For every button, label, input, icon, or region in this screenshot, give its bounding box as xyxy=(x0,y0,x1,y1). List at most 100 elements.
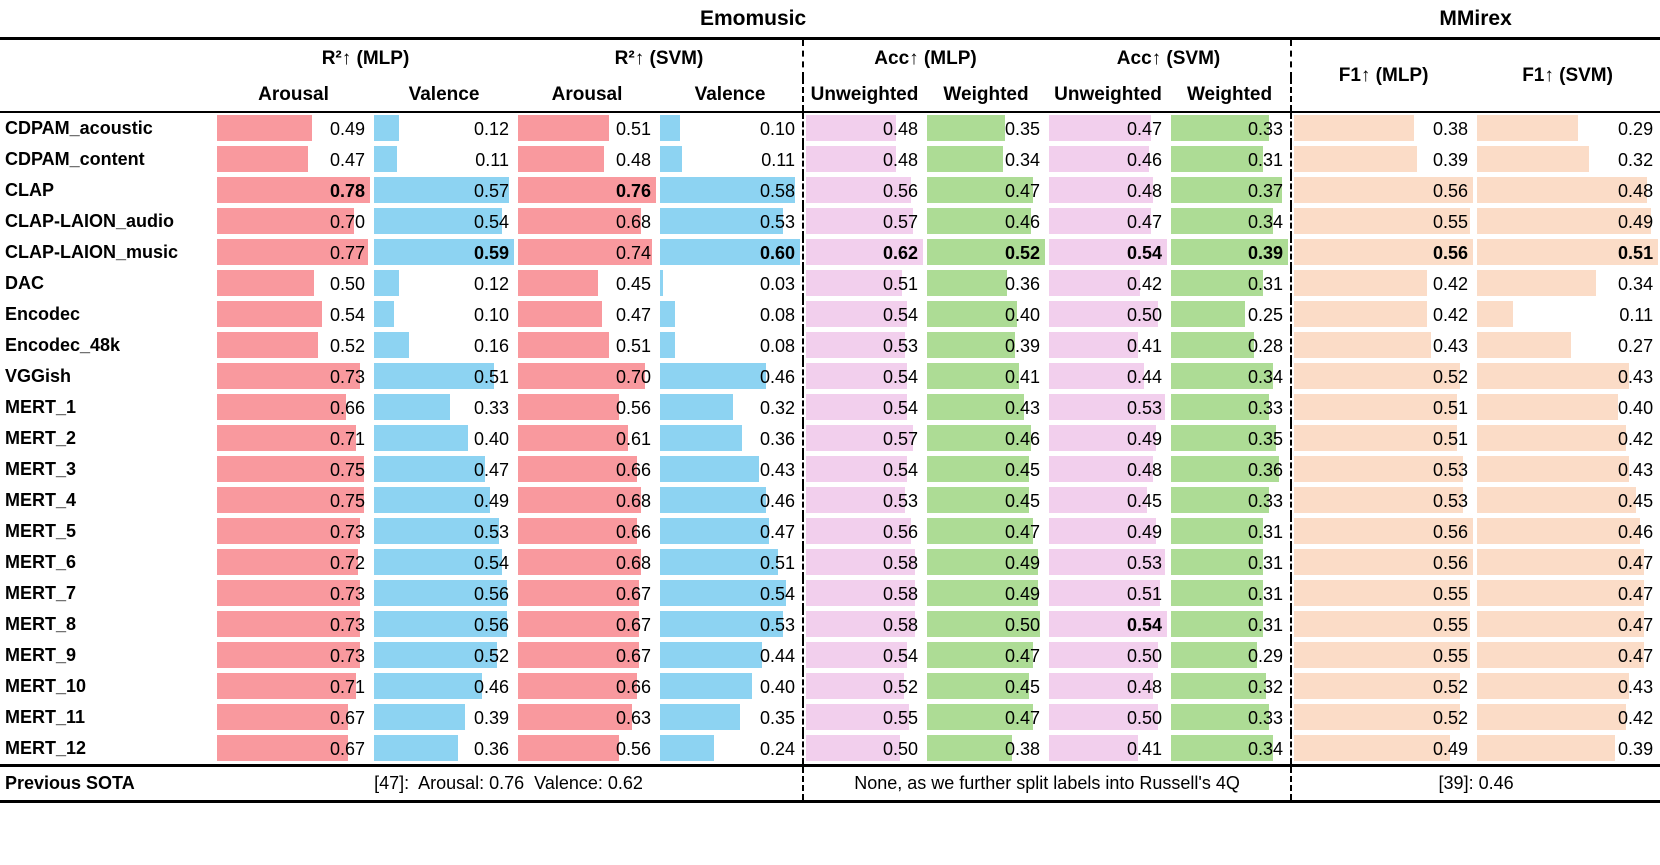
table-row: MERT_10 0.71 0.46 0.66 0.40 0.52 0.45 0.48 0.32 0… xyxy=(0,671,1660,702)
metric-value: 0.36 xyxy=(1248,459,1284,480)
value-cell-r2_svm_valence: 0.43 xyxy=(658,454,803,485)
metric-value: 0.73 xyxy=(329,366,365,387)
data-bar xyxy=(660,270,664,296)
value-cell-r2_svm_valence: 0.10 xyxy=(658,112,803,144)
data-bar xyxy=(806,735,900,761)
value-cell-f1_svm: 0.45 xyxy=(1475,485,1660,516)
value-cell-acc_mlp_weighted: 0.47 xyxy=(925,175,1047,206)
metric-value: 0.52 xyxy=(1433,366,1469,387)
data-bar xyxy=(217,270,314,296)
value-cell-r2_svm_valence: 0.08 xyxy=(658,299,803,330)
value-cell-r2_svm_arousal: 0.67 xyxy=(516,609,658,640)
value-cell-r2_svm_valence: 0.51 xyxy=(658,547,803,578)
value-cell-f1_svm: 0.47 xyxy=(1475,578,1660,609)
data-bar xyxy=(217,301,322,327)
group-header-acc-svm: Acc↑ (SVM) xyxy=(1116,48,1221,69)
value-cell-acc_svm_weighted: 0.28 xyxy=(1169,330,1291,361)
value-cell-f1_mlp: 0.53 xyxy=(1290,454,1476,485)
value-cell-r2_svm_arousal: 0.76 xyxy=(516,175,658,206)
metric-value: 0.47 xyxy=(1618,614,1654,635)
metric-value: 0.52 xyxy=(329,335,365,356)
metric-value: 0.35 xyxy=(759,707,795,728)
value-cell-f1_mlp: 0.43 xyxy=(1290,330,1476,361)
metric-value: 0.50 xyxy=(1004,614,1040,635)
metric-value: 0.56 xyxy=(473,614,509,635)
value-cell-r2_mlp_arousal: 0.67 xyxy=(215,733,372,766)
data-bar xyxy=(1477,301,1514,327)
data-bar xyxy=(806,518,912,544)
data-bar xyxy=(806,425,914,451)
data-bar xyxy=(1049,394,1165,420)
data-bar xyxy=(1294,425,1457,451)
table-row: Encodec_48k 0.52 0.16 0.51 0.08 0.53 0.39 0.41 0… xyxy=(0,330,1660,361)
table-row: MERT_11 0.67 0.39 0.63 0.35 0.55 0.47 0.50 0.33 0… xyxy=(0,702,1660,733)
data-bar xyxy=(1171,425,1276,451)
metric-value: 0.42 xyxy=(1433,304,1469,325)
value-cell-acc_svm_weighted: 0.34 xyxy=(1169,361,1291,392)
metric-value: 0.33 xyxy=(1248,490,1284,511)
data-bar xyxy=(806,301,908,327)
data-bar xyxy=(660,239,800,265)
value-cell-acc_svm_unweighted: 0.44 xyxy=(1047,361,1169,392)
data-bar xyxy=(1294,177,1474,203)
data-bar xyxy=(927,239,1045,265)
table-row: MERT_9 0.73 0.52 0.67 0.44 0.54 0.47 0.50 0.29 0.… xyxy=(0,640,1660,671)
metric-value: 0.10 xyxy=(759,118,795,139)
data-bar xyxy=(1171,704,1270,730)
metric-value: 0.78 xyxy=(329,180,365,201)
metric-value: 0.38 xyxy=(1433,118,1469,139)
metric-value: 0.42 xyxy=(1618,707,1654,728)
value-cell-acc_svm_weighted: 0.34 xyxy=(1169,206,1291,237)
metric-value: 0.58 xyxy=(882,552,918,573)
value-cell-acc_svm_unweighted: 0.41 xyxy=(1047,733,1169,766)
data-bar xyxy=(1294,363,1461,389)
metric-value: 0.57 xyxy=(882,428,918,449)
metric-value: 0.48 xyxy=(882,118,918,139)
data-bar xyxy=(1049,487,1147,513)
metric-value: 0.52 xyxy=(473,645,509,666)
metric-value: 0.39 xyxy=(1618,738,1654,759)
metric-value: 0.54 xyxy=(473,552,509,573)
value-cell-r2_mlp_valence: 0.51 xyxy=(372,361,516,392)
data-bar xyxy=(660,611,784,637)
value-cell-r2_svm_valence: 0.53 xyxy=(658,609,803,640)
metric-value: 0.28 xyxy=(1248,335,1284,356)
value-cell-acc_mlp_weighted: 0.50 xyxy=(925,609,1047,640)
value-cell-f1_svm: 0.27 xyxy=(1475,330,1660,361)
model-label: Encodec xyxy=(5,304,81,324)
value-cell-acc_mlp_weighted: 0.46 xyxy=(925,206,1047,237)
data-bar xyxy=(518,549,642,575)
metric-value: 0.49 xyxy=(1004,552,1040,573)
data-bar xyxy=(806,270,902,296)
data-bar xyxy=(927,177,1034,203)
data-bar xyxy=(518,363,645,389)
data-bar xyxy=(518,301,602,327)
value-cell-r2_svm_arousal: 0.61 xyxy=(516,423,658,454)
value-cell-acc_mlp_unweighted: 0.57 xyxy=(802,206,925,237)
value-cell-f1_mlp: 0.53 xyxy=(1290,485,1476,516)
value-cell-acc_svm_weighted: 0.34 xyxy=(1169,733,1291,766)
metric-value: 0.56 xyxy=(615,397,651,418)
value-cell-f1_svm: 0.34 xyxy=(1475,268,1660,299)
value-cell-r2_svm_valence: 0.60 xyxy=(658,237,803,268)
value-cell-r2_svm_valence: 0.46 xyxy=(658,485,803,516)
metric-value: 0.47 xyxy=(1126,118,1162,139)
metric-value: 0.53 xyxy=(882,490,918,511)
metric-value: 0.52 xyxy=(1433,707,1469,728)
value-cell-acc_mlp_weighted: 0.47 xyxy=(925,702,1047,733)
metric-value: 0.31 xyxy=(1248,149,1284,170)
data-bar xyxy=(217,146,308,172)
metric-value: 0.54 xyxy=(882,459,918,480)
metric-value: 0.36 xyxy=(473,738,509,759)
metric-value: 0.51 xyxy=(615,335,651,356)
data-bar xyxy=(374,363,495,389)
data-bar xyxy=(217,487,365,513)
data-bar xyxy=(374,177,510,203)
data-bar xyxy=(217,332,318,358)
metric-value: 0.47 xyxy=(1004,180,1040,201)
dataset-title-mmirex: MMirex xyxy=(1291,0,1660,40)
model-label: MERT_10 xyxy=(5,676,87,696)
model-label: CLAP-LAION_audio xyxy=(5,211,174,231)
value-cell-r2_mlp_arousal: 0.52 xyxy=(215,330,372,361)
model-label: CDPAM_content xyxy=(5,149,145,169)
